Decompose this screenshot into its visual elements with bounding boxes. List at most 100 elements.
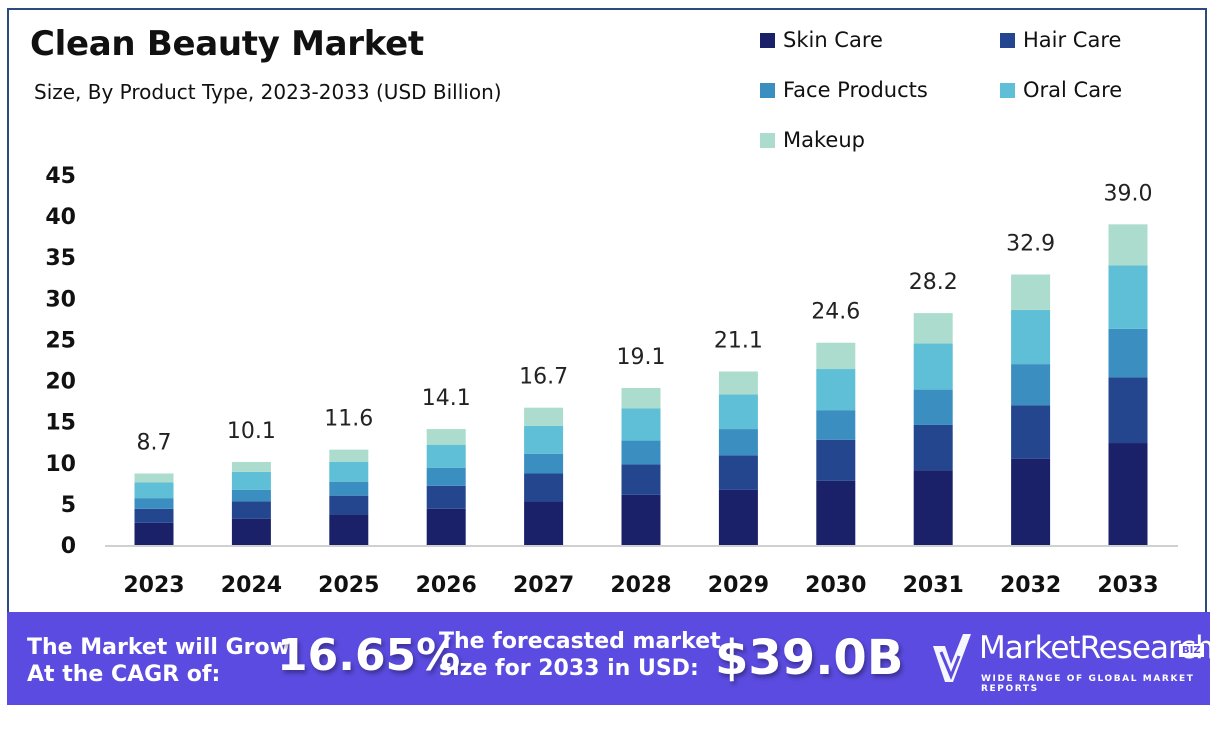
bar-segment-makeup [231,461,271,472]
bar-stack-2029 [718,371,758,545]
bar-stack-2032 [1011,274,1051,545]
total-data-label: 21.1 [714,329,763,354]
chart-title: Clean Beauty Market [30,24,424,64]
x-tick-label: 2028 [610,573,671,598]
bars: 8.7 10.1 11.6 14.1 16.7 19.1 21.1 24.6 28.2 32.9 3… [134,181,1152,545]
bar-segment-makeup [718,371,758,395]
bar-stack-2023 [134,473,174,545]
bar-segment-face-products [816,410,856,440]
bar-segment-skin-care [134,522,174,545]
legend-item-makeup: Makeup [760,128,865,152]
y-tick-label: 40 [45,205,76,230]
x-tick-label: 2030 [805,573,866,598]
bar-segment-skin-care [718,489,758,545]
legend-label: Makeup [783,128,865,152]
bar-segment-face-products [426,467,466,486]
y-tick-label: 5 [61,493,76,518]
bar-segment-skin-care [1011,458,1051,545]
bar-stack-2027 [524,407,564,545]
legend-item-oral-care: Oral Care [1000,78,1122,102]
legend-label: Face Products [783,78,928,102]
bar-segment-oral-care [329,461,369,482]
logo-name: MarketResearch [979,630,1215,666]
bar-segment-oral-care [134,482,174,499]
bar-segment-hair-care [816,439,856,481]
x-tick-label: 2025 [318,573,379,598]
bar-segment-face-products [231,489,271,502]
bar-segment-face-products [621,440,661,465]
chart-subtitle: Size, By Product Type, 2023-2033 (USD Bi… [34,80,502,104]
x-tick-label: 2024 [221,573,282,598]
y-tick-label: 20 [45,370,76,395]
y-axis: 0 5 10 15 20 25 30 35 40 45 [45,164,76,559]
bar-segment-oral-care [1108,265,1148,329]
y-tick-label: 35 [45,246,76,271]
cagr-label: The Market will Grow At the CAGR of: [27,634,290,688]
bar-segment-makeup [329,449,369,462]
legend-swatch [760,82,775,98]
total-data-label: 11.6 [324,407,373,432]
legend-swatch [760,32,775,48]
total-data-label: 24.6 [811,300,860,325]
bar-segment-skin-care [621,494,661,545]
total-data-label: 32.9 [1006,231,1055,256]
bar-segment-hair-care [524,473,564,502]
bar-segment-hair-care [426,485,466,509]
y-tick-label: 45 [45,164,76,189]
bar-stack-2031 [913,313,953,545]
bar-segment-hair-care [231,501,271,519]
bar-segment-face-products [524,453,564,474]
x-tick-label: 2023 [123,573,184,598]
total-data-label: 14.1 [422,386,471,411]
bar-stack-2024 [231,461,271,545]
total-data-label: 16.7 [519,365,568,390]
bar-segment-skin-care [329,514,369,545]
x-tick-label: 2026 [416,573,477,598]
total-data-label: 28.2 [909,270,958,295]
y-tick-label: 15 [45,411,76,436]
forecast-value: $39.0B [715,630,904,686]
bar-segment-hair-care [718,455,758,490]
cagr-label-line2: At the CAGR of: [27,662,221,687]
legend-swatch [1000,32,1015,48]
bar-segment-makeup [426,429,466,445]
bar-segment-makeup [1011,274,1051,310]
bar-segment-face-products [913,389,953,425]
bar-segment-makeup [913,313,953,344]
bar-segment-skin-care [1108,443,1148,545]
bar-stack-2026 [426,429,466,545]
legend-item-skin-care: Skin Care [760,28,883,52]
forecast-label: The forecasted market size for 2033 in U… [439,628,721,682]
bar-segment-face-products [134,498,174,509]
bar-segment-hair-care [1108,377,1148,444]
bar-segment-face-products [329,481,369,496]
legend-swatch [760,132,775,148]
legend-item-hair-care: Hair Care [1000,28,1121,52]
bar-segment-makeup [621,387,661,409]
forecast-label-line1: The forecasted market [439,629,721,654]
total-data-label: 19.1 [617,345,666,370]
bar-segment-hair-care [329,495,369,515]
y-tick-label: 25 [45,328,76,353]
legend-item-face-products: Face Products [760,78,928,102]
bar-stack-2025 [329,449,369,545]
logo-tagline: WIDE RANGE OF GLOBAL MARKET REPORTS [981,674,1195,694]
x-tick-label: 2033 [1097,573,1158,598]
bar-stack-2033 [1108,224,1148,545]
x-tick-label: 2031 [903,573,964,598]
summary-banner: The Market will Grow At the CAGR of: 16.… [7,612,1215,705]
bar-segment-makeup [524,407,564,426]
logo-badge: BIZ [1179,644,1204,657]
bar-segment-oral-care [913,343,953,390]
y-tick-label: 0 [61,534,76,559]
bar-segment-face-products [1108,328,1148,378]
bar-stack-2030 [816,342,856,545]
legend-label: Skin Care [783,28,883,52]
bar-segment-oral-care [231,471,271,490]
legend-label: Hair Care [1023,28,1122,52]
x-tick-label: 2029 [708,573,769,598]
bar-segment-skin-care [524,501,564,545]
bar-segment-skin-care [913,470,953,545]
bar-segment-skin-care [231,518,271,545]
